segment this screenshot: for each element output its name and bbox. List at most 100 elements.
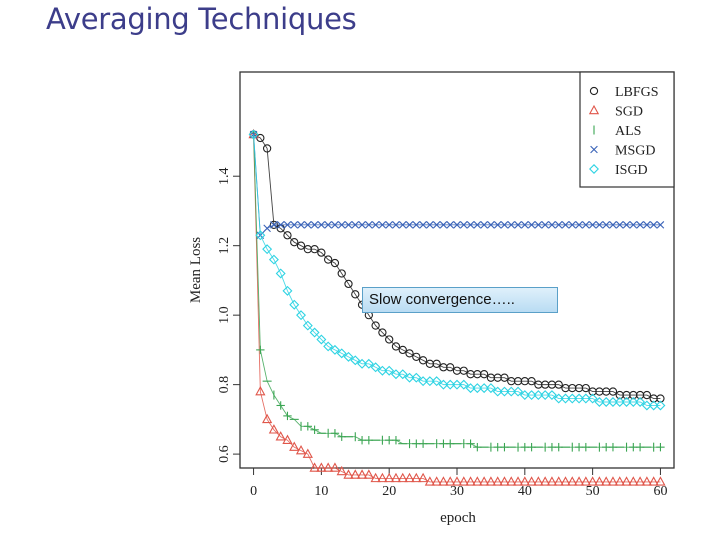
series-sgd-point <box>546 476 558 486</box>
series-sgd-point <box>323 462 334 472</box>
series-als-point <box>330 429 340 438</box>
series-sgd-point <box>377 472 388 483</box>
series-msgd-point <box>324 221 332 229</box>
series-sgd-point <box>580 476 591 486</box>
series-isgd-point <box>479 383 490 394</box>
series-isgd-point <box>255 230 266 241</box>
series-lbfgs-point <box>385 335 394 344</box>
x-tick-label: 20 <box>382 484 396 499</box>
series-sgd-point <box>621 476 632 486</box>
series-msgd-point <box>622 221 631 229</box>
series-msgd-point <box>500 221 509 229</box>
series-sgd-point <box>512 476 524 486</box>
series-msgd-point <box>426 221 434 229</box>
series-msgd-point <box>487 221 495 229</box>
series-msgd-point <box>290 221 299 229</box>
series-lbfgs-point <box>527 377 536 386</box>
series-sgd-point <box>350 469 361 479</box>
series-isgd-point <box>329 344 340 355</box>
series-sgd-point <box>336 465 347 476</box>
series-sgd-point <box>255 385 266 396</box>
series-isgd-point <box>350 355 361 366</box>
series-sgd-point <box>261 413 273 424</box>
series-msgd-point <box>310 221 319 229</box>
series-msgd-point <box>575 221 583 229</box>
series-lbfgs-point <box>290 238 299 247</box>
series-isgd-point <box>519 390 530 401</box>
series-isgd-point <box>621 397 632 407</box>
series-isgd-point <box>275 268 286 279</box>
series-msgd-point <box>636 221 644 229</box>
series-sgd-point <box>329 462 341 472</box>
series-lbfgs-point <box>324 255 333 264</box>
series-msgd-point <box>649 221 658 229</box>
series-msgd-point <box>548 221 556 229</box>
y-axis-label: Mean Loss <box>188 237 204 303</box>
series-isgd-point <box>567 393 578 404</box>
series-msgd-point <box>466 221 475 229</box>
series-sgd-point <box>363 469 374 479</box>
series-isgd-point <box>357 358 368 369</box>
series-isgd-point <box>424 376 435 387</box>
series-isgd-point <box>289 299 300 310</box>
series-msgd <box>249 130 665 240</box>
series-isgd-point <box>411 372 422 383</box>
series-msgd-point <box>378 221 387 229</box>
series-lbfgs-point <box>378 328 387 337</box>
series-sgd-point <box>540 476 551 486</box>
series-isgd-point <box>594 397 605 407</box>
series-lbfgs-point <box>656 394 665 403</box>
series-als-point <box>283 411 292 421</box>
series-isgd-point <box>614 397 625 407</box>
legend-lbfgs-label: LBFGS <box>615 85 659 100</box>
series-isgd-point <box>404 372 415 383</box>
legend-sgd-marker <box>588 104 600 115</box>
series-als-point <box>310 425 319 434</box>
series-isgd-point <box>418 376 429 387</box>
legend-als-label: ALS <box>615 124 641 139</box>
y-tick-label: 0.6 <box>217 445 232 463</box>
series-isgd-point <box>390 369 401 380</box>
series-isgd-point <box>452 379 462 390</box>
series-isgd-point <box>370 362 381 373</box>
series-isgd-point <box>506 386 517 397</box>
series-msgd-point <box>521 221 529 229</box>
series-sgd-point <box>465 476 476 486</box>
series-msgd-point <box>446 221 455 229</box>
series-sgd-point <box>424 476 436 486</box>
series-sgd-point <box>567 476 578 486</box>
series-lbfgs-point <box>344 279 353 289</box>
series-lbfgs-point <box>500 373 509 382</box>
series-isgd-point <box>268 254 279 265</box>
series-msgd-point <box>582 221 590 229</box>
series-msgd-point <box>615 221 624 229</box>
x-tick-label: 40 <box>518 484 532 499</box>
series-msgd-point <box>568 221 577 229</box>
series-sgd-point <box>526 476 537 486</box>
series-sgd-point <box>438 476 449 486</box>
series-lbfgs-point <box>310 245 319 254</box>
series-isgd-point <box>336 348 347 359</box>
series-isgd-point <box>601 397 612 407</box>
series-isgd-line <box>253 134 661 406</box>
series-msgd-point <box>602 221 610 229</box>
series-isgd-point <box>384 365 395 376</box>
x-axis: 0 10 20 30 40 50 60 <box>250 468 667 499</box>
series-msgd-point <box>270 221 278 229</box>
series-lbfgs-point <box>642 390 652 400</box>
legend-isgd-label: ISGD <box>615 163 648 178</box>
series-isgd-point <box>655 400 666 411</box>
series-isgd-point <box>309 327 320 338</box>
x-tick-label: 30 <box>450 484 464 499</box>
slow-convergence-callout: Slow convergence….. <box>362 287 558 313</box>
series-lbfgs-point <box>398 345 407 355</box>
series-sgd-point <box>560 476 571 486</box>
series-msgd-point <box>656 221 665 229</box>
series-lbfgs-point <box>479 370 489 379</box>
series-msgd-point <box>561 221 570 229</box>
series-sgd-point <box>628 476 639 486</box>
series-lbfgs-point <box>283 231 292 240</box>
series-isgd-point <box>472 383 483 394</box>
series-sgd-point <box>370 472 381 483</box>
